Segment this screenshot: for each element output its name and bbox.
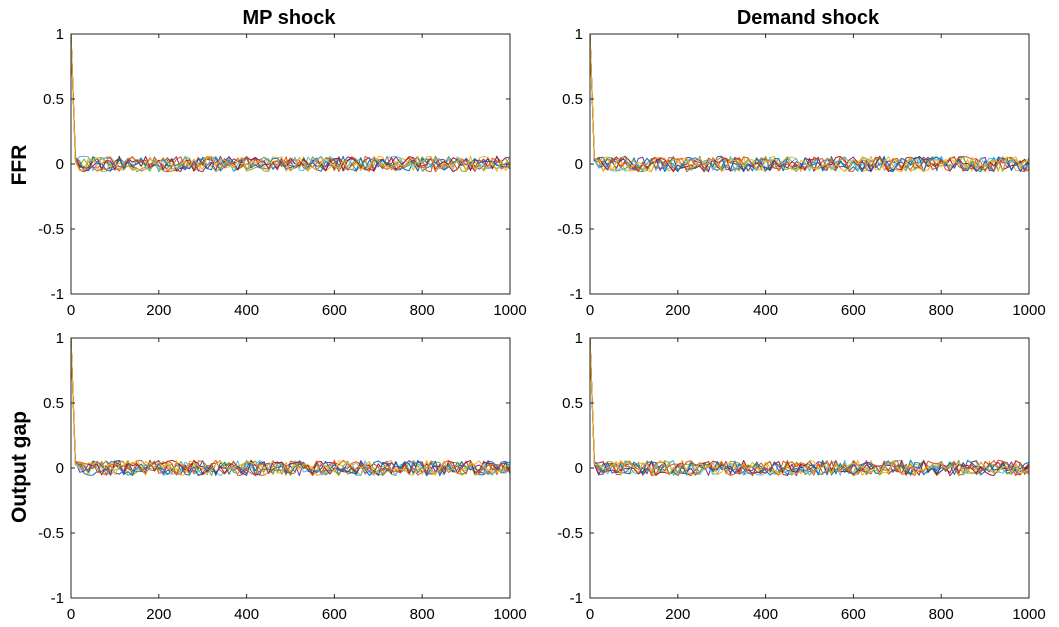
y-tick-label: -0.5 xyxy=(38,221,64,238)
column-title-mp-shock: MP shock xyxy=(243,7,337,29)
series-line-2 xyxy=(590,34,1029,173)
series-line-4 xyxy=(71,338,510,477)
y-tick-label: -1 xyxy=(51,590,64,607)
series-line-2 xyxy=(71,34,510,173)
y-tick-label: 0.5 xyxy=(562,91,583,108)
series-group xyxy=(71,34,510,173)
x-tick-label: 800 xyxy=(410,302,435,319)
y-tick-label: -1 xyxy=(570,286,583,303)
x-tick-label: 600 xyxy=(841,606,866,623)
series-line-4 xyxy=(71,34,510,173)
series-line-8 xyxy=(590,34,1029,173)
series-line-10 xyxy=(71,34,510,173)
series-group xyxy=(590,34,1029,173)
x-tick-label: 1000 xyxy=(1012,302,1045,319)
x-tick-label: 600 xyxy=(322,606,347,623)
series-line-1 xyxy=(590,338,1029,477)
series-line-8 xyxy=(71,34,510,172)
subplot-grid: 0 200 400 600 800 1000-1-0.500.510 200 400 600 80… xyxy=(38,26,1046,623)
y-tick-label: -0.5 xyxy=(38,525,64,542)
column-title-demand-shock: Demand shock xyxy=(737,7,880,29)
row-label-output-gap: Output gap xyxy=(8,411,31,523)
series-line-7 xyxy=(590,34,1029,173)
x-tick-label: 0 xyxy=(586,302,594,319)
series-line-5 xyxy=(590,338,1029,477)
series-line-7 xyxy=(590,338,1029,477)
x-tick-label: 600 xyxy=(841,302,866,319)
subplot-4: 0 200 400 600 800 1000 -1 -0.5 0 0.5 1 xyxy=(557,330,1046,623)
x-tick-label: 0 xyxy=(67,302,75,319)
x-tick-label: 800 xyxy=(929,606,954,623)
y-tick-label: 0.5 xyxy=(43,395,64,412)
series-line-3 xyxy=(71,34,510,172)
subplot-2: 0 200 400 600 800 1000 -1 -0.5 0 0.5 1 xyxy=(557,26,1046,319)
series-line-9 xyxy=(71,34,510,173)
y-tick-label: 0 xyxy=(575,460,583,477)
series-line-8 xyxy=(590,338,1029,477)
series-line-1 xyxy=(71,338,510,477)
series-group xyxy=(590,338,1029,477)
series-line-5 xyxy=(71,34,510,173)
x-tick-label: 0 xyxy=(586,606,594,623)
subplot-3: 0 200 400 600 800 1000 -1 -0.5 0 0.5 1 xyxy=(38,330,527,623)
x-tick-label: 200 xyxy=(665,302,690,319)
y-tick-label: 0 xyxy=(575,156,583,173)
series-line-9 xyxy=(71,338,510,476)
x-tick-label: 400 xyxy=(753,302,778,319)
x-tick-label: 1000 xyxy=(493,302,526,319)
series-line-6 xyxy=(71,34,510,173)
x-tick-label: 200 xyxy=(146,302,171,319)
x-tick-label: 400 xyxy=(234,302,259,319)
y-tick-label: 0.5 xyxy=(562,395,583,412)
series-line-8 xyxy=(71,338,510,477)
series-line-10 xyxy=(590,338,1029,476)
x-tick-label: 200 xyxy=(665,606,690,623)
y-tick-label: 0.5 xyxy=(43,91,64,108)
y-tick-label: 1 xyxy=(575,26,583,43)
y-tick-label: -0.5 xyxy=(557,525,583,542)
x-tick-label: 0 xyxy=(67,606,75,623)
x-tick-label: 600 xyxy=(322,302,347,319)
x-tick-label: 1000 xyxy=(1012,606,1045,623)
series-line-1 xyxy=(71,34,510,172)
series-line-3 xyxy=(590,34,1029,173)
series-line-6 xyxy=(590,338,1029,476)
x-tick-label: 800 xyxy=(410,606,435,623)
x-tick-label: 200 xyxy=(146,606,171,623)
y-tick-label: -1 xyxy=(570,590,583,607)
series-line-9 xyxy=(590,338,1029,477)
y-tick-label: 1 xyxy=(575,330,583,347)
series-line-7 xyxy=(71,338,510,476)
subplot-1: 0 200 400 600 800 1000 -1 -0.5 0 0.5 1 xyxy=(38,26,527,319)
series-line-7 xyxy=(71,34,510,172)
series-line-2 xyxy=(71,338,510,477)
x-tick-label: 400 xyxy=(753,606,778,623)
y-tick-label: 0 xyxy=(56,460,64,477)
series-line-6 xyxy=(590,34,1029,173)
series-line-5 xyxy=(71,338,510,477)
x-tick-label: 800 xyxy=(929,302,954,319)
y-tick-label: -1 xyxy=(51,286,64,303)
series-line-10 xyxy=(590,34,1029,173)
series-line-4 xyxy=(590,34,1029,173)
x-tick-label: 400 xyxy=(234,606,259,623)
x-tick-label: 1000 xyxy=(493,606,526,623)
y-tick-label: 1 xyxy=(56,330,64,347)
series-line-3 xyxy=(71,338,510,476)
series-line-3 xyxy=(590,338,1029,477)
series-line-9 xyxy=(590,34,1029,173)
series-line-2 xyxy=(590,338,1029,477)
row-label-ffr: FFR xyxy=(8,145,31,186)
series-line-4 xyxy=(590,338,1029,477)
series-group xyxy=(71,338,510,477)
y-tick-label: 1 xyxy=(56,26,64,43)
series-line-5 xyxy=(590,34,1029,173)
y-tick-label: 0 xyxy=(56,156,64,173)
series-line-6 xyxy=(71,338,510,477)
series-line-10 xyxy=(71,338,510,476)
series-line-1 xyxy=(590,34,1029,173)
y-tick-label: -0.5 xyxy=(557,221,583,238)
